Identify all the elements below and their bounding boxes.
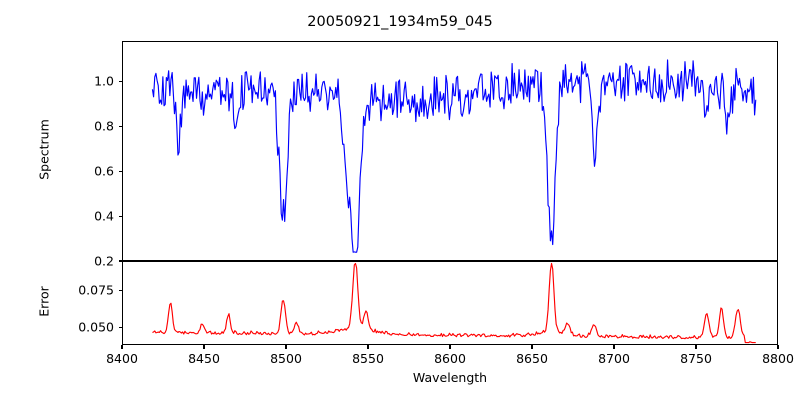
error-series-plot [152, 262, 756, 344]
spectrum-y-tick-label: 0.2 [94, 253, 114, 269]
x-tick-label: 8550 [352, 351, 384, 366]
spectrum-y-tick-mark [118, 260, 122, 262]
x-tick-label: 8500 [270, 351, 302, 366]
spectrum-y-tick-mark [118, 125, 122, 127]
error-line [152, 262, 756, 344]
spectrum-y-tick-mark [118, 80, 122, 82]
spectrum-y-tick-mark [118, 215, 122, 217]
spectrum-y-axis-label: Spectrum [36, 119, 52, 180]
x-tick-mark [367, 345, 369, 349]
spectrum-y-tick-mark [118, 170, 122, 172]
x-tick-mark [777, 345, 779, 349]
x-tick-label: 8600 [434, 351, 466, 366]
error-y-axis-label: Error [36, 286, 52, 317]
spectrum-y-tick-label: 1.0 [94, 73, 114, 89]
x-axis-label: Wavelength [412, 370, 488, 385]
error-y-tick-mark [118, 326, 122, 328]
error-plot-panel [122, 261, 778, 345]
x-tick-label: 8800 [762, 351, 794, 366]
x-tick-label: 8700 [598, 351, 630, 366]
x-tick-mark [121, 345, 123, 349]
x-tick-label: 8400 [106, 351, 138, 366]
x-tick-mark [613, 345, 615, 349]
x-tick-mark [449, 345, 451, 349]
error-y-tick-label: 0.075 [78, 282, 114, 298]
x-tick-label: 8750 [680, 351, 712, 366]
x-tick-label: 8450 [188, 351, 220, 366]
x-tick-label: 8650 [516, 351, 548, 366]
x-tick-mark [531, 345, 533, 349]
spectrum-y-tick-label: 0.4 [94, 208, 114, 224]
spectrum-y-tick-label: 0.6 [94, 163, 114, 179]
spectrum-plot-panel [122, 41, 778, 261]
spectrum-y-tick-label: 0.8 [94, 118, 114, 134]
x-tick-mark [695, 345, 697, 349]
spectrum-line [151, 59, 757, 253]
error-y-tick-mark [118, 289, 122, 292]
error-y-tick-label: 0.050 [78, 319, 114, 335]
spectrum-series-plot [151, 59, 757, 253]
chart-title: 20050921_1934m59_045 [307, 14, 493, 30]
x-tick-mark [285, 345, 287, 349]
x-tick-mark [203, 345, 205, 349]
